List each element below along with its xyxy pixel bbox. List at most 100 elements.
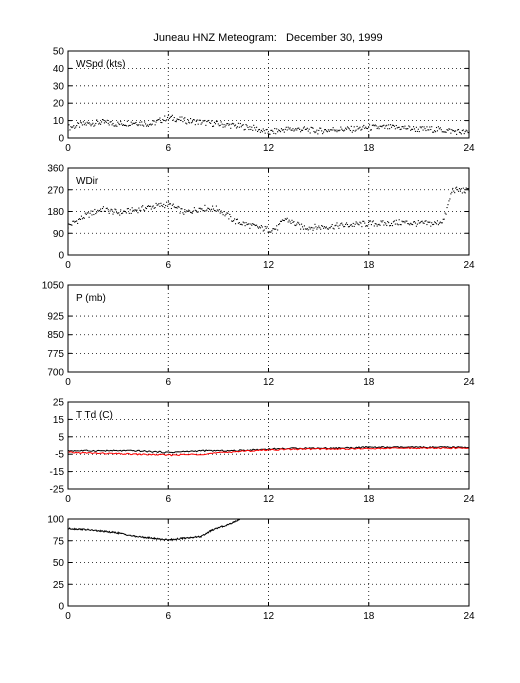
data-point bbox=[365, 126, 367, 128]
data-point bbox=[367, 225, 369, 227]
data-point bbox=[218, 209, 220, 211]
data-point bbox=[259, 131, 261, 133]
data-point bbox=[115, 209, 117, 211]
y-tick-label: 25 bbox=[53, 580, 65, 591]
data-point bbox=[262, 230, 264, 232]
data-point bbox=[201, 122, 203, 124]
data-point bbox=[133, 122, 135, 125]
data-point bbox=[70, 126, 72, 128]
data-point bbox=[201, 208, 203, 210]
data-point bbox=[254, 127, 256, 129]
data-point bbox=[260, 225, 262, 227]
data-point bbox=[409, 126, 411, 128]
plot-border bbox=[67, 50, 470, 139]
data-point bbox=[307, 130, 309, 132]
data-point bbox=[447, 204, 449, 206]
data-point bbox=[145, 207, 147, 209]
x-tick-label: 12 bbox=[263, 494, 275, 505]
data-point bbox=[199, 207, 201, 209]
data-point bbox=[249, 227, 251, 229]
y-tick-label: 1050 bbox=[42, 281, 65, 292]
data-point bbox=[207, 207, 209, 209]
data-point bbox=[350, 125, 352, 127]
data-point bbox=[141, 121, 143, 123]
data-point bbox=[377, 126, 379, 128]
data-point bbox=[298, 222, 300, 224]
data-point bbox=[97, 120, 99, 122]
data-point bbox=[435, 223, 438, 225]
data-point bbox=[197, 123, 199, 125]
data-point bbox=[348, 226, 350, 228]
data-point bbox=[334, 225, 336, 227]
data-point bbox=[343, 130, 345, 132]
data-point bbox=[180, 208, 182, 210]
data-point bbox=[314, 223, 316, 225]
data-point bbox=[174, 207, 176, 209]
data-point bbox=[193, 119, 195, 121]
data-point bbox=[111, 124, 113, 126]
series-1 bbox=[67, 186, 470, 233]
data-point bbox=[316, 129, 318, 131]
data-point bbox=[346, 126, 349, 128]
data-point bbox=[332, 127, 334, 129]
data-point bbox=[264, 132, 266, 134]
data-point bbox=[113, 211, 115, 213]
data-point bbox=[146, 205, 149, 208]
data-point bbox=[389, 225, 391, 227]
data-point bbox=[304, 128, 306, 130]
data-point bbox=[79, 218, 82, 221]
data-point bbox=[104, 120, 106, 122]
data-point bbox=[189, 210, 191, 212]
data-point bbox=[197, 211, 199, 213]
data-point bbox=[116, 125, 118, 127]
data-point bbox=[213, 121, 216, 123]
data-point bbox=[137, 125, 139, 127]
data-point bbox=[234, 223, 237, 225]
data-point bbox=[187, 118, 189, 121]
data-point bbox=[372, 124, 374, 126]
data-point bbox=[433, 223, 435, 225]
data-point bbox=[165, 120, 167, 122]
data-point bbox=[352, 222, 354, 224]
data-point bbox=[152, 205, 154, 207]
data-point bbox=[98, 123, 100, 125]
data-point bbox=[94, 208, 96, 211]
data-point bbox=[434, 221, 436, 223]
data-point bbox=[332, 227, 334, 229]
data-point bbox=[188, 209, 190, 211]
data-point bbox=[233, 220, 235, 222]
data-point bbox=[234, 218, 236, 220]
x-tick-label: 0 bbox=[65, 377, 71, 388]
data-point bbox=[264, 225, 266, 228]
data-point bbox=[121, 123, 123, 125]
data-point bbox=[415, 225, 417, 227]
data-point bbox=[265, 129, 267, 131]
x-tick-label: 18 bbox=[363, 260, 375, 271]
data-point bbox=[192, 210, 194, 212]
data-point bbox=[131, 207, 133, 209]
data-point bbox=[453, 190, 455, 192]
data-point bbox=[331, 223, 333, 226]
data-point bbox=[177, 205, 179, 208]
data-point bbox=[320, 127, 322, 129]
data-point bbox=[440, 129, 442, 131]
data-point bbox=[132, 209, 134, 211]
data-point bbox=[402, 126, 404, 128]
data-point bbox=[241, 124, 243, 126]
data-point bbox=[386, 224, 388, 227]
data-point bbox=[403, 220, 405, 223]
series-line bbox=[67, 446, 470, 454]
y-tick-label: 20 bbox=[53, 99, 65, 110]
x-tick-label: 24 bbox=[463, 260, 475, 271]
data-point bbox=[242, 124, 244, 126]
data-point bbox=[103, 210, 105, 212]
data-point bbox=[89, 123, 91, 125]
data-point bbox=[170, 115, 172, 118]
data-point bbox=[223, 210, 225, 213]
data-point bbox=[95, 213, 97, 215]
data-point bbox=[465, 187, 467, 189]
data-point bbox=[289, 127, 291, 129]
x-tick-label: 12 bbox=[263, 377, 275, 388]
plot-border bbox=[67, 518, 470, 607]
data-point bbox=[329, 227, 331, 229]
